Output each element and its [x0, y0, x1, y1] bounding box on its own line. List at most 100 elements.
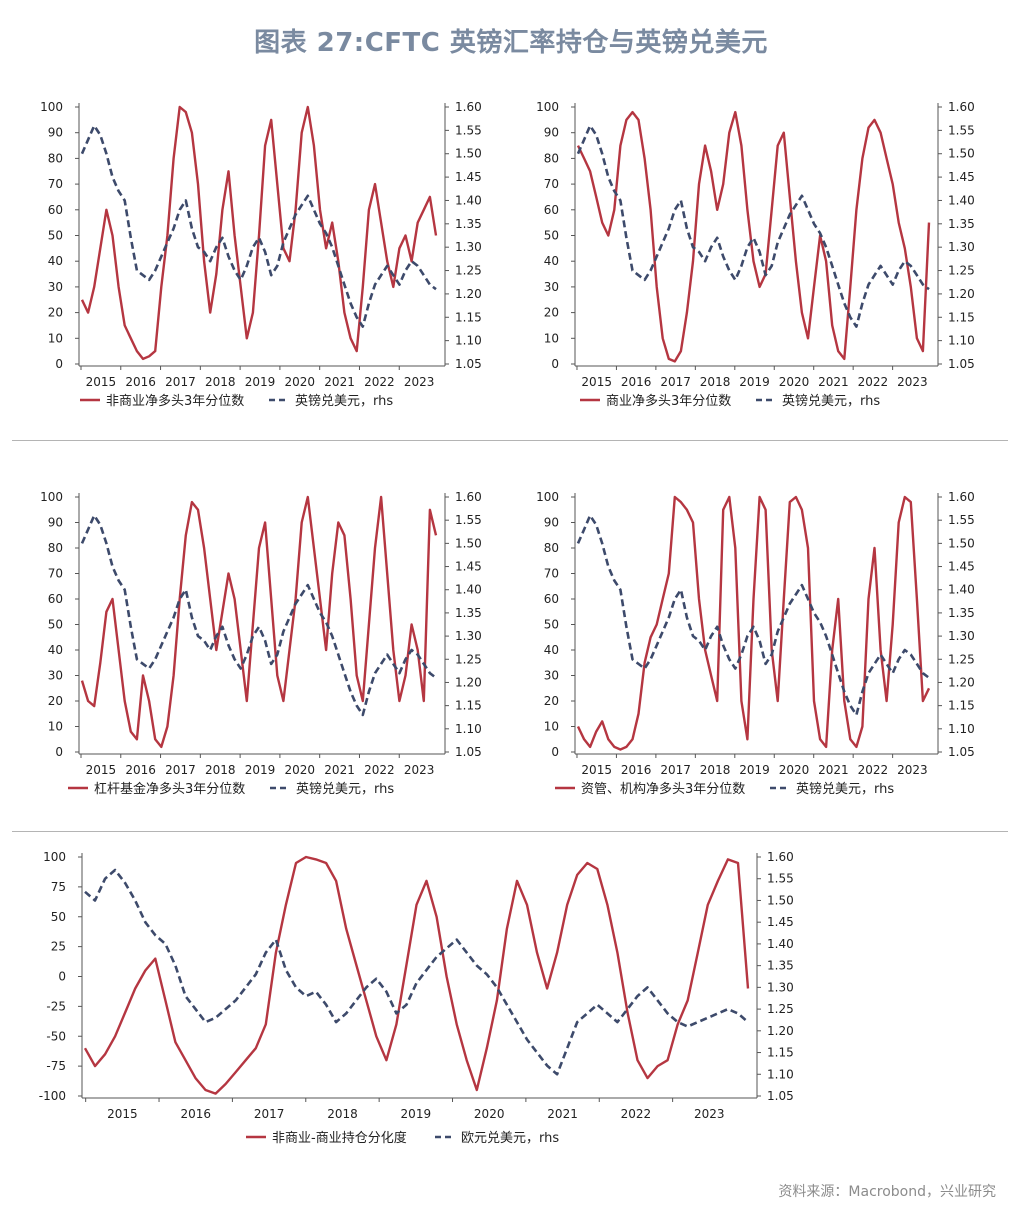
right-tick-label: 1.20	[455, 675, 482, 689]
left-tick-label: 60	[48, 592, 63, 606]
x-tick-label: 2016	[125, 375, 156, 389]
x-tick-label: 2019	[245, 375, 276, 389]
right-tick-label: 1.20	[767, 1024, 794, 1038]
right-tick-label: 1.30	[948, 629, 975, 643]
right-tick-label: 1.10	[455, 334, 482, 348]
x-tick-label: 2018	[700, 763, 731, 777]
x-tick-label: 2015	[107, 1107, 138, 1121]
right-tick-label: 1.05	[455, 357, 482, 371]
x-tick-label: 2021	[324, 763, 355, 777]
legend-label-positioning: 非商业净多头3年分位数	[106, 393, 244, 409]
right-tick-label: 1.60	[455, 100, 482, 114]
right-tick-label: 1.35	[948, 217, 975, 231]
x-tick-label: 2021	[818, 763, 849, 777]
left-tick-label: 50	[51, 910, 66, 924]
right-tick-label: 1.35	[455, 217, 482, 231]
x-tick-label: 2020	[474, 1107, 505, 1121]
right-tick-label: 1.25	[455, 652, 482, 666]
left-tick-label: 75	[51, 880, 66, 894]
fx-rate-line	[576, 124, 930, 328]
right-tick-label: 1.20	[455, 287, 482, 301]
x-tick-label: 2020	[779, 375, 810, 389]
right-tick-label: 1.15	[455, 699, 482, 713]
legend-label-positioning: 商业净多头3年分位数	[606, 393, 731, 409]
fx-rate-line	[576, 514, 930, 717]
left-tick-label: 25	[51, 940, 66, 954]
positioning-line	[83, 855, 750, 1095]
left-tick-label: 100	[40, 490, 63, 504]
source-note: 资料来源：Macrobond，兴业研究	[778, 1184, 996, 1200]
left-tick-label: 80	[544, 541, 559, 555]
divider-row1	[12, 440, 1008, 441]
x-tick-label: 2017	[165, 375, 196, 389]
x-tick-label: 2021	[324, 375, 355, 389]
left-tick-label: 60	[544, 203, 559, 217]
left-tick-label: 40	[48, 643, 63, 657]
left-tick-label: 80	[544, 151, 559, 165]
left-tick-label: 10	[544, 331, 559, 345]
x-tick-label: 2023	[897, 375, 928, 389]
x-tick-label: 2018	[205, 763, 236, 777]
right-tick-label: 1.10	[948, 334, 975, 348]
right-tick-label: 1.10	[948, 722, 975, 736]
left-tick-label: 10	[48, 720, 63, 734]
x-tick-label: 2021	[818, 375, 849, 389]
x-tick-label: 2017	[165, 763, 196, 777]
x-tick-label: 2023	[897, 763, 928, 777]
x-tick-label: 2023	[404, 375, 435, 389]
right-tick-label: 1.45	[948, 560, 975, 574]
fx-rate-line	[84, 868, 749, 1076]
left-tick-label: 90	[544, 126, 559, 140]
legend-label-fx: 英镑兑美元，rhs	[295, 393, 393, 409]
x-tick-label: 2017	[660, 375, 691, 389]
x-tick-label: 2022	[858, 763, 889, 777]
right-tick-label: 1.45	[767, 915, 794, 929]
right-tick-label: 1.40	[455, 193, 482, 207]
right-tick-label: 1.50	[455, 147, 482, 161]
x-tick-label: 2015	[581, 375, 612, 389]
x-tick-label: 2018	[205, 375, 236, 389]
right-tick-label: 1.15	[948, 699, 975, 713]
right-tick-label: 1.55	[948, 123, 975, 137]
right-tick-label: 1.30	[767, 980, 794, 994]
left-tick-label: 60	[544, 592, 559, 606]
x-tick-label: 2016	[621, 375, 652, 389]
x-tick-label: 2023	[404, 763, 435, 777]
left-tick-label: 10	[544, 720, 559, 734]
left-tick-label: 0	[55, 745, 63, 759]
right-tick-label: 1.05	[948, 745, 975, 759]
x-tick-label: 2016	[180, 1107, 211, 1121]
left-tick-label: -100	[39, 1089, 66, 1103]
fx-rate-line	[80, 124, 437, 328]
left-tick-label: 80	[48, 151, 63, 165]
legend-label-fx: 英镑兑美元，rhs	[796, 781, 894, 797]
x-tick-label: 2022	[621, 1107, 652, 1121]
legend-label-positioning: 非商业-商业持仓分化度	[272, 1130, 407, 1146]
right-tick-label: 1.55	[767, 872, 794, 886]
legend-label-fx: 英镑兑美元，rhs	[296, 781, 394, 797]
left-tick-label: 50	[48, 618, 63, 632]
positioning-line	[576, 495, 931, 751]
left-tick-label: 70	[544, 177, 559, 191]
right-tick-label: 1.25	[455, 264, 482, 278]
right-tick-label: 1.45	[455, 170, 482, 184]
right-tick-label: 1.35	[455, 606, 482, 620]
left-tick-label: 50	[544, 229, 559, 243]
right-tick-label: 1.55	[455, 513, 482, 527]
left-tick-label: 100	[40, 100, 63, 114]
right-tick-label: 1.05	[767, 1089, 794, 1103]
x-tick-label: 2018	[327, 1107, 358, 1121]
left-tick-label: 90	[544, 516, 559, 530]
left-tick-label: 70	[544, 567, 559, 581]
left-tick-label: 40	[544, 254, 559, 268]
left-tick-label: 0	[551, 745, 559, 759]
left-tick-label: 50	[544, 618, 559, 632]
right-tick-label: 1.50	[948, 536, 975, 550]
right-tick-label: 1.30	[948, 240, 975, 254]
left-tick-label: 70	[48, 567, 63, 581]
left-tick-label: 100	[536, 490, 559, 504]
left-tick-label: 0	[55, 357, 63, 371]
legend-label-positioning: 杠杆基金净多头3年分位数	[94, 781, 245, 797]
